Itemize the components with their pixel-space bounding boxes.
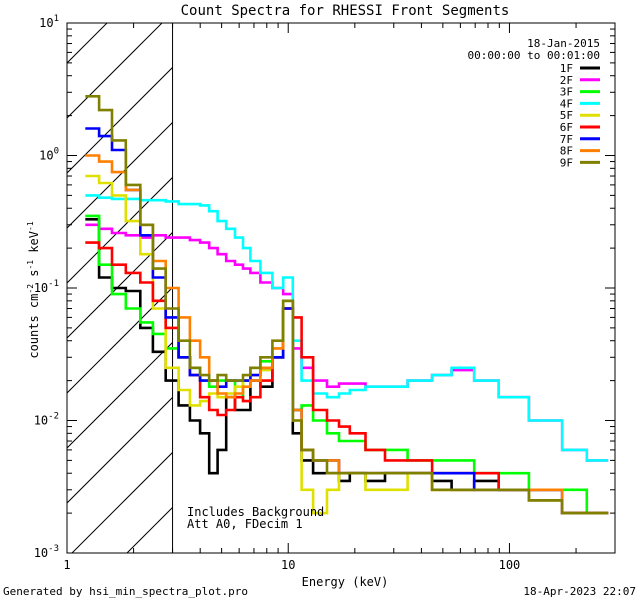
x-tick-label: 1	[63, 558, 70, 572]
y-tick-label: 101	[39, 14, 59, 30]
chart-title: Count Spectra for RHESSI Front Segments	[181, 3, 510, 19]
legend-label: 9F	[560, 156, 573, 169]
legend-label: 7F	[560, 133, 573, 146]
hatch-line	[67, 23, 108, 64]
legend-label: 4F	[560, 97, 573, 110]
hatch-line	[67, 396, 173, 504]
y-tick-label: 10-3	[34, 544, 59, 560]
annotation-attenuator: Att A0, FDecim 1	[187, 517, 303, 531]
legend-label: 2F	[560, 74, 573, 87]
annotation-background: Includes Background	[187, 505, 324, 519]
x-axis-label: Energy (keV)	[302, 575, 389, 589]
hatch-line	[67, 176, 173, 284]
hatch-line	[67, 66, 173, 174]
hatch-line	[67, 231, 173, 339]
y-tick-label: 10-2	[34, 412, 59, 428]
series-line-1f	[85, 218, 609, 515]
y-axis-label: counts cm-2 s-1 keV-1	[26, 221, 41, 358]
y-label-part: -1	[26, 260, 35, 270]
hatch-line	[67, 121, 173, 229]
legend-label: 1F	[560, 62, 573, 75]
legend-label: 3F	[560, 86, 573, 99]
hatch-line	[67, 23, 163, 119]
y-label-part: counts cm	[27, 294, 41, 359]
footer-timestamp: 18-Apr-2023 22:07	[523, 585, 636, 598]
x-axis: 1 10 100	[63, 23, 616, 572]
hatched-region	[0, 0, 640, 553]
y-tick-label: 10-1	[34, 279, 59, 295]
date-label: 18-Jan-2015	[527, 37, 600, 50]
series-lines	[85, 95, 609, 515]
hatch-line	[0, 0, 82, 553]
time-range-label: 00:00:00 to 00:01:00	[468, 49, 600, 62]
hatch-line	[237, 0, 640, 553]
y-label-part: -1	[26, 221, 35, 231]
x-tick-label: 10	[281, 558, 295, 572]
y-axis: 10-3 10-2 10-1 100 101	[34, 14, 615, 560]
y-label-part: -2	[26, 284, 35, 294]
y-tick-label: 100	[39, 147, 59, 163]
y-label-part: s	[27, 270, 41, 284]
x-tick-label: 100	[499, 558, 521, 572]
footer-generated-by: Generated by hsi_min_spectra_plot.pro	[3, 585, 248, 598]
series-line-9f	[85, 95, 609, 515]
legend-label: 8F	[560, 145, 573, 158]
hatch-line	[71, 451, 173, 553]
hatch-line	[67, 286, 173, 394]
hatch-line	[0, 0, 27, 553]
legend-label: 6F	[560, 121, 573, 134]
series-line-4f	[85, 194, 609, 462]
y-label-part: keV	[27, 231, 41, 260]
series-line-5f	[85, 174, 609, 515]
legend-label: 5F	[560, 109, 573, 122]
